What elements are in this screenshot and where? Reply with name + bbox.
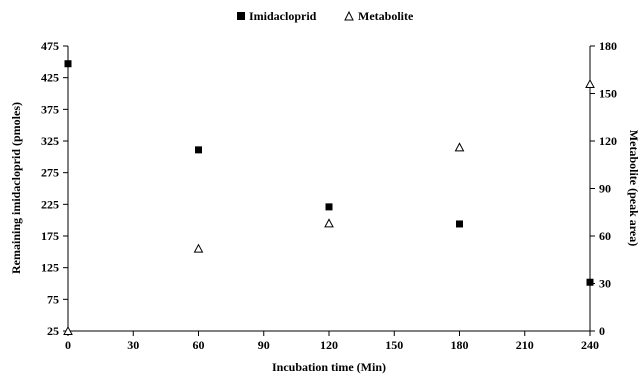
point-imidacloprid [586,278,594,286]
y-right-tick-label: 30 [599,277,611,291]
point-metabolite [63,325,73,335]
point-imidacloprid [64,60,72,68]
point-metabolite [193,243,204,253]
data-points [63,60,595,335]
legend-marker-imidacloprid [237,12,245,20]
x-tick-label: 30 [127,338,139,352]
y-axis-left-title: Remaining imidacloprid (pmoles) [9,102,23,274]
y-right-tick-label: 90 [599,182,611,196]
legend: Imidacloprid Metabolite [237,9,414,23]
point-metabolite [454,142,465,152]
x-tick-label: 150 [385,338,403,352]
y-axis-right-title: Metabolite (peak area) [627,130,641,246]
x-tick-label: 60 [193,338,205,352]
point-metabolite [324,218,334,228]
y-left-tick-label: 25 [47,324,59,338]
legend-label-imidacloprid: Imidacloprid [249,9,317,23]
y-left-tick-label: 475 [41,39,59,53]
x-tick-label: 180 [451,338,469,352]
legend-label-metabolite: Metabolite [358,9,414,23]
point-metabolite [585,78,595,88]
y-right-tick-label: 120 [599,134,617,148]
legend-marker-metabolite [344,10,354,21]
x-axis-ticks: 0 30 60 90 120 150 180 210 240 [65,331,599,352]
y-left-tick-label: 325 [41,134,59,148]
y-right-tick-label: 180 [599,39,617,53]
y-right-tick-label: 0 [599,324,605,338]
y-left-tick-label: 175 [41,229,59,243]
y-left-tick-label: 75 [47,292,59,306]
x-tick-label: 210 [516,338,534,352]
y-left-tick-label: 375 [41,102,59,116]
y-axis-left-ticks: 25 75 125 175 225 275 325 375 425 475 [41,39,68,338]
y-left-tick-label: 225 [41,197,59,211]
x-tick-label: 90 [258,338,270,352]
x-axis-title: Incubation time (Min) [272,360,386,374]
point-imidacloprid [456,220,463,228]
y-axis-right-ticks: 0 30 60 90 120 150 180 [590,39,617,338]
point-imidacloprid [195,146,202,154]
y-left-tick-label: 425 [41,71,59,85]
y-left-tick-label: 125 [41,261,59,275]
point-imidacloprid [325,203,333,211]
x-tick-label: 120 [320,338,338,352]
y-right-tick-label: 60 [599,229,611,243]
y-left-tick-label: 275 [41,166,59,180]
x-tick-label: 240 [581,338,599,352]
x-tick-label: 0 [65,338,71,352]
y-right-tick-label: 150 [599,87,617,101]
